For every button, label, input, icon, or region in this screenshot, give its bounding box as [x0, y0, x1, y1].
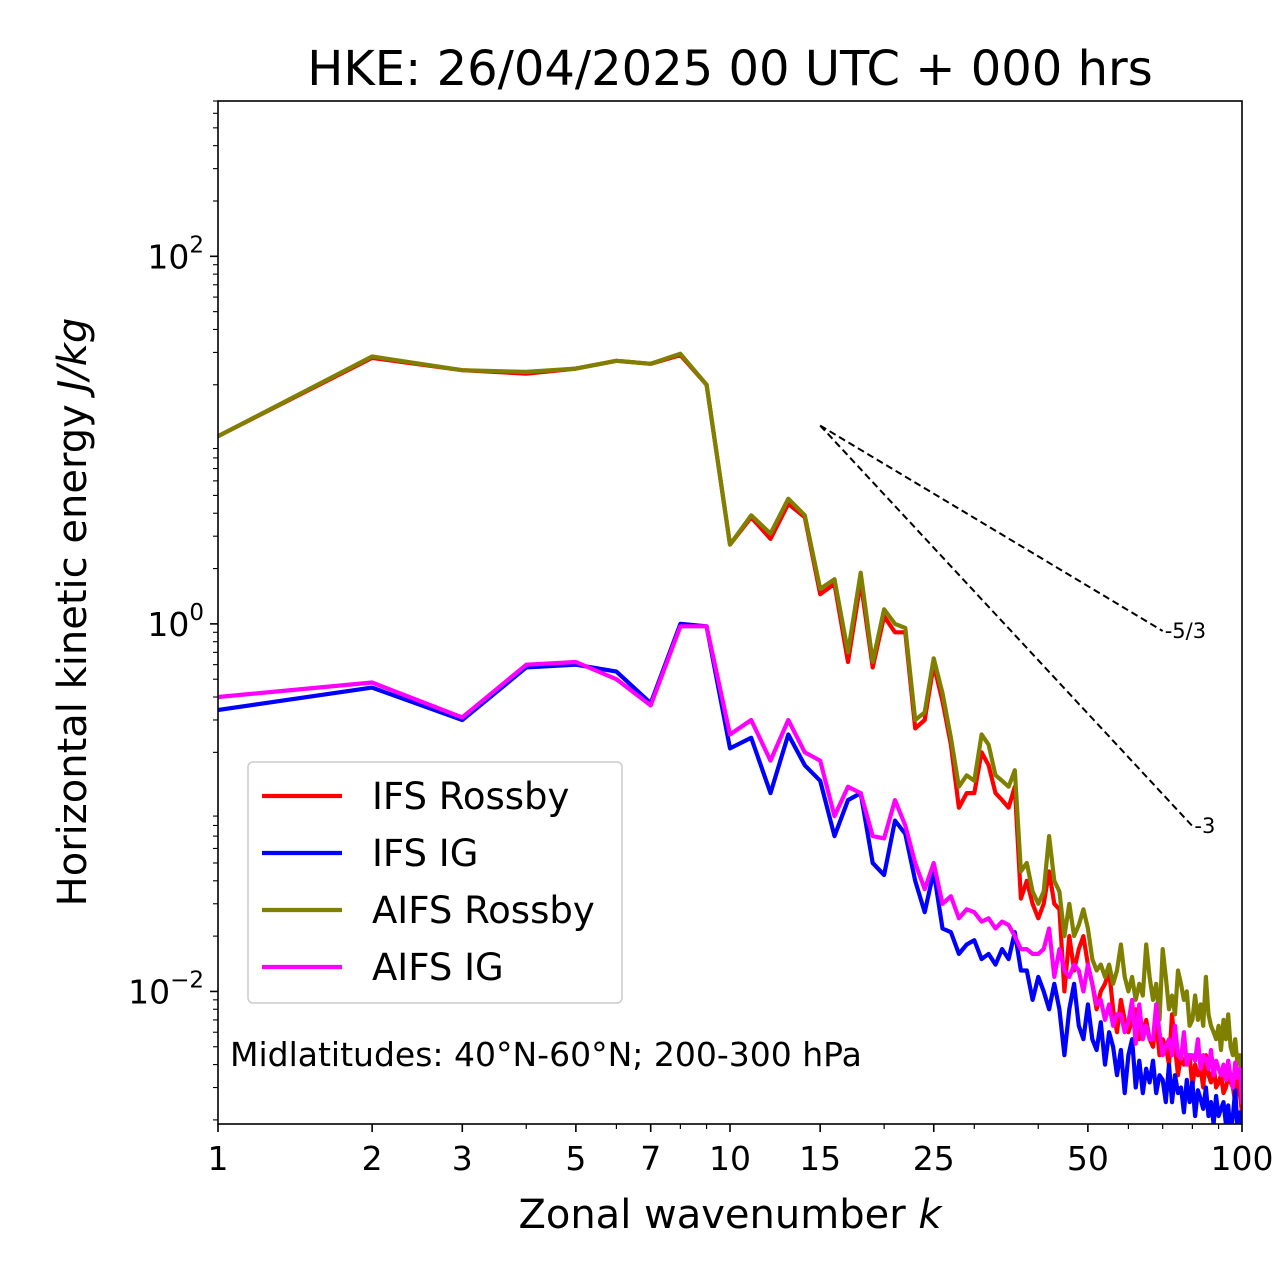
y-tick-exponent: 0 — [189, 600, 204, 626]
x-tick-label: 2 — [362, 1139, 383, 1178]
y-tick-exponent: −2 — [170, 967, 204, 993]
y-axis-label-unit: J/kg — [50, 318, 96, 399]
slope-label-2: -3 — [1194, 814, 1215, 838]
x-tick-label: 3 — [452, 1139, 473, 1178]
legend-label: IFS Rossby — [372, 775, 569, 818]
slope-label-1: -5/3 — [1165, 619, 1206, 643]
reference-lines: -5/3 -3 — [819, 424, 1215, 838]
legend-entry: AIFS IG — [262, 946, 504, 989]
series-layer — [218, 351, 1242, 1124]
x-axis-label-text: Zonal wavenumber — [518, 1192, 906, 1238]
y-minor-ticks — [213, 100, 218, 1121]
x-tick-label: 100 — [1211, 1139, 1274, 1178]
chart-title: HKE: 26/04/2025 00 UTC + 000 hrs — [307, 41, 1153, 97]
y-tick-exponent: 2 — [189, 232, 204, 258]
x-tick-label: 7 — [640, 1139, 661, 1178]
y-tick-base: 10 — [147, 237, 189, 276]
legend-entry: IFS Rossby — [262, 775, 569, 818]
series-line-aifs-rossby — [218, 351, 1242, 1083]
y-tick-label: 10−2 — [128, 967, 204, 1011]
x-tick-label: 5 — [565, 1139, 586, 1178]
legend-label: AIFS Rossby — [372, 889, 595, 932]
x-tick-label: 1 — [208, 1139, 229, 1178]
legend-entry: AIFS Rossby — [262, 889, 595, 932]
x-minor-ticks — [525, 1124, 1220, 1129]
y-tick-base: 10 — [128, 972, 170, 1011]
x-axis-ticks: 1 2 3 5 7 10 15 25 50 100 — [208, 1124, 1274, 1178]
legend-entry: IFS IG — [262, 832, 478, 875]
y-tick-base: 10 — [147, 605, 189, 644]
legend-label: AIFS IG — [372, 946, 504, 989]
y-tick-label: 100 — [147, 600, 204, 644]
slope-line-1 — [819, 424, 1164, 632]
series-line-aifs-ig — [218, 624, 1242, 1105]
x-axis-label-var: k — [918, 1192, 943, 1238]
y-axis-label-text: Horizontal kinetic energy — [50, 404, 96, 906]
x-tick-label: 15 — [799, 1139, 841, 1178]
y-tick-label: 102 — [147, 232, 204, 276]
slope-line-2 — [819, 424, 1194, 827]
series-line-ifs-ig — [218, 621, 1242, 1124]
legend: IFS Rossby IFS IG AIFS Rossby AIFS IG — [247, 761, 623, 1004]
legend-frame — [247, 761, 623, 1004]
legend-entries: IFS Rossby IFS IG AIFS Rossby AIFS IG — [262, 775, 595, 989]
x-tick-label: 25 — [913, 1139, 955, 1178]
x-axis-label: Zonal wavenumber k — [518, 1192, 943, 1238]
legend-label: IFS IG — [372, 832, 478, 875]
x-tick-label: 50 — [1067, 1139, 1109, 1178]
x-tick-label: 10 — [709, 1139, 751, 1178]
y-axis-label: Horizontal kinetic energy J/kg — [50, 318, 96, 907]
region-annotation: Midlatitudes: 40°N-60°N; 200-300 hPa — [230, 1035, 862, 1074]
